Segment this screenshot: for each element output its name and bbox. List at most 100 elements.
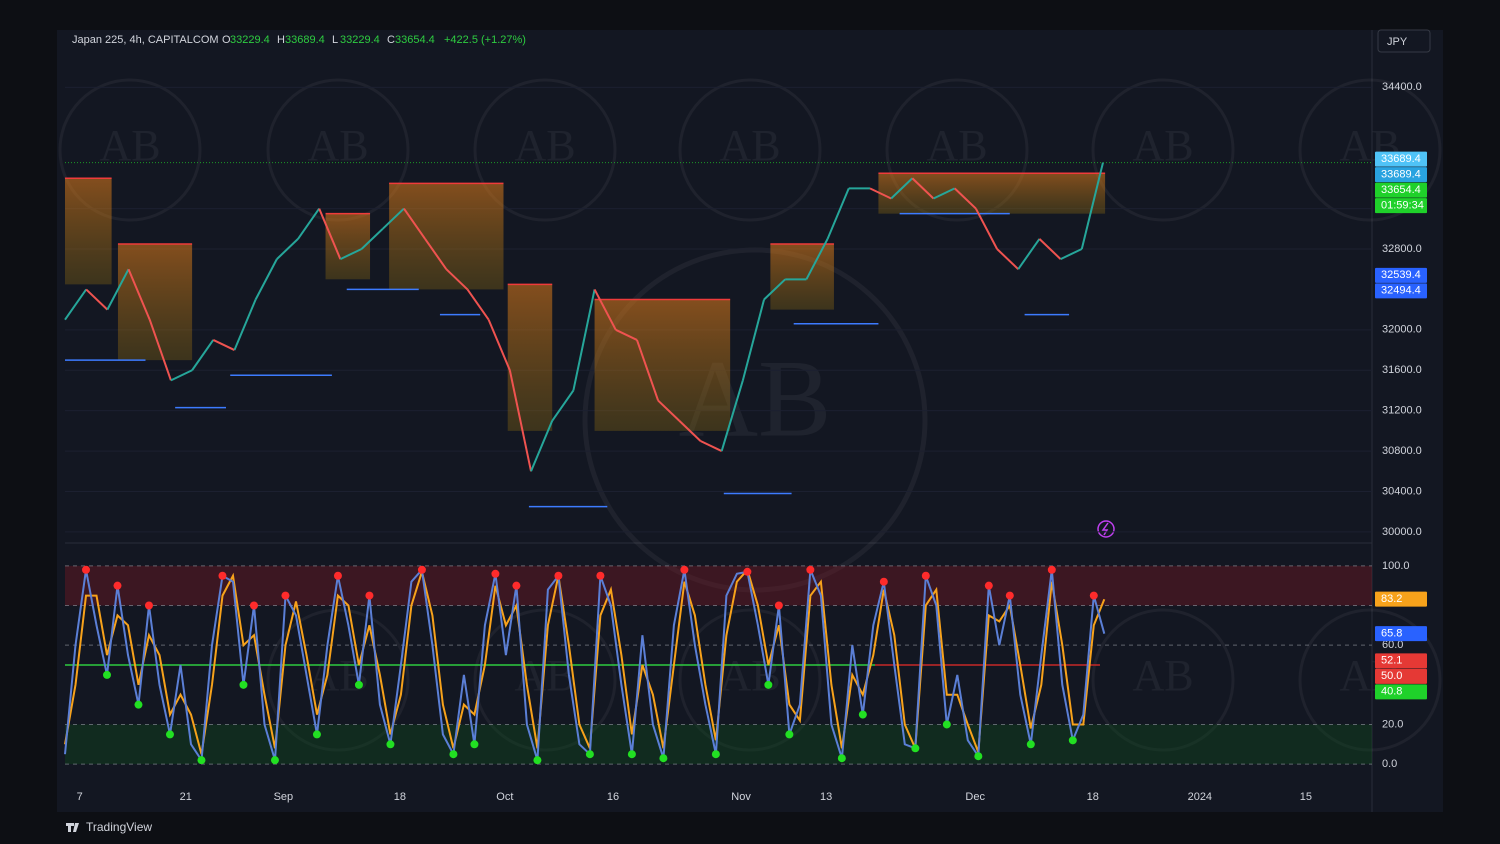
sell-signal: [365, 591, 374, 600]
sell-signal: [81, 565, 90, 574]
buy-signal: [974, 752, 983, 761]
ohlc-value: 33229.4: [340, 34, 380, 46]
candle: [741, 299, 766, 381]
x-tick-label: Sep: [274, 791, 294, 803]
price-tag-bg: [1375, 283, 1427, 299]
candle: [636, 339, 660, 401]
sell-signal: [984, 581, 993, 590]
zone: [117, 243, 193, 361]
candle: [191, 339, 215, 371]
currency: JPY: [1387, 36, 1408, 48]
zone: [878, 173, 1106, 214]
oscillator-line: [64, 567, 1106, 764]
sell-signal: [144, 601, 153, 610]
price-tag-bg: [1375, 591, 1427, 607]
y-tick-label: 30400.0: [1382, 485, 1422, 497]
zone: [325, 213, 371, 280]
watermark: AB: [1132, 651, 1193, 700]
watermark-ring: [473, 78, 617, 222]
price-tag-bg: [1375, 182, 1427, 198]
candle: [382, 207, 405, 230]
ohlc-value: 33229.4: [230, 34, 270, 46]
price-tag: 33654.4: [1381, 184, 1421, 196]
zone: [65, 178, 112, 285]
candle: [233, 299, 257, 351]
price-tag: 83.2: [1381, 593, 1402, 605]
currency-button[interactable]: [1377, 29, 1431, 53]
change: +422.5 (+1.27%): [444, 34, 526, 46]
candle: [297, 208, 321, 240]
x-tick-label: 7: [77, 791, 83, 803]
price-tag: 50.0: [1381, 670, 1402, 682]
buy-signal: [785, 730, 794, 739]
x-tick-label: 21: [180, 791, 192, 803]
price-tag-bg: [1375, 151, 1427, 167]
buy-signal: [858, 710, 867, 719]
candle: [763, 278, 786, 301]
candle: [615, 328, 638, 341]
watermark-ring: [1091, 608, 1235, 752]
candle: [551, 389, 575, 422]
sell-signal: [554, 571, 563, 580]
x-tick-label: 13: [820, 791, 832, 803]
price-tag: 33689.4: [1381, 153, 1421, 165]
candle: [720, 380, 744, 452]
x-tick-label: 18: [1087, 791, 1099, 803]
sell-signal: [1005, 591, 1014, 600]
sell-signal: [512, 581, 521, 590]
candle: [212, 339, 235, 351]
candle: [127, 268, 151, 321]
candle: [954, 187, 977, 210]
watermark-ring: [678, 608, 822, 752]
logo: [66, 823, 79, 832]
buy-signal: [711, 750, 720, 759]
watermark: AB: [1132, 121, 1193, 170]
y-tick-label: 100.0: [1382, 560, 1410, 572]
candle: [572, 289, 596, 391]
sell-signal: [596, 571, 605, 580]
price-tag: 40.8: [1381, 686, 1402, 698]
price-tag-bg: [1375, 198, 1427, 214]
price-tag: 32494.4: [1381, 285, 1421, 297]
sell-signal: [743, 567, 752, 576]
watermark-ring: [58, 78, 202, 222]
buy-signal: [102, 670, 111, 679]
candle: [466, 288, 490, 321]
buy-signal: [627, 750, 636, 759]
candle: [974, 208, 998, 250]
watermark: AB: [514, 121, 575, 170]
sell-signal: [806, 565, 815, 574]
price-tag-bg: [1375, 668, 1427, 684]
buy-signal: [165, 730, 174, 739]
zone: [770, 243, 834, 310]
sell-signal: [491, 569, 500, 578]
candle: [1080, 162, 1104, 250]
candle: [530, 420, 554, 472]
watermark: AB: [719, 121, 780, 170]
candle: [700, 440, 723, 452]
buy-signal: [312, 730, 321, 739]
branding: TradingView: [86, 820, 152, 834]
sell-signal: [1089, 591, 1098, 600]
buy-signal: [197, 756, 206, 765]
y-tick-label: 30800.0: [1382, 445, 1422, 457]
chart-panel: [57, 30, 1443, 812]
x-tick-label: Dec: [965, 791, 985, 803]
price-tag: 01:59:34: [1381, 200, 1424, 212]
buy-signal: [911, 744, 920, 753]
price-tag-bg: [1375, 626, 1427, 642]
candle: [593, 288, 617, 331]
watermark: AB: [926, 121, 987, 170]
ohlc-key: H: [277, 34, 285, 46]
candle: [276, 238, 299, 260]
candle: [339, 248, 362, 261]
buy-signal: [942, 720, 951, 729]
y-tick-label: 60.0: [1382, 639, 1403, 651]
buy-signal: [239, 680, 248, 689]
candle: [805, 238, 829, 280]
watermark-ring: [1091, 78, 1235, 222]
sell-signal: [879, 577, 888, 586]
candle: [890, 177, 914, 200]
y-tick-label: 32000.0: [1382, 324, 1422, 336]
sell-signal: [921, 571, 930, 580]
